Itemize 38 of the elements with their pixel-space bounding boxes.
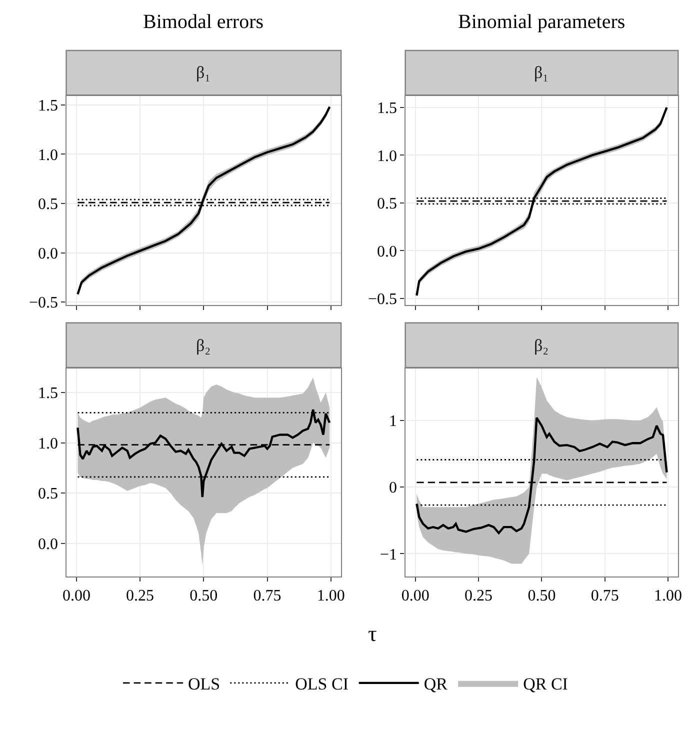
y-tick-label: 1.0 [377, 148, 398, 165]
y-tick-label: 1.5 [38, 385, 58, 402]
y-tick-label: 1.5 [38, 98, 58, 115]
x-tick-label: 1.00 [316, 588, 345, 605]
y-tick-label: 0 [389, 480, 398, 497]
x-tick-label: 0.25 [464, 588, 493, 605]
y-tick-label: −0.5 [368, 290, 398, 308]
x-tick-label: 1.00 [654, 588, 682, 605]
chart-subtitle: β₂ [196, 336, 211, 355]
y-tick-label: 1 [389, 413, 398, 430]
y-tick-label: 1.0 [38, 146, 58, 164]
x-tick-label: 0.50 [528, 588, 556, 605]
legend-label: OLS CI [295, 674, 349, 694]
x-tick-label: 0.75 [253, 588, 282, 605]
legend-label: QR CI [523, 674, 568, 694]
chart-subtitle: β₁ [534, 63, 549, 82]
y-tick-label: −1 [380, 546, 398, 564]
chart-subtitle: β₂ [534, 336, 549, 355]
y-tick-label: 0.0 [38, 536, 58, 553]
y-tick-label: −0.5 [28, 294, 58, 312]
x-tick-label: 0.75 [590, 588, 619, 605]
x-axis-title: τ [368, 621, 377, 646]
chart-title: Bimodal errors [143, 11, 264, 33]
y-tick-label: 0.0 [38, 245, 58, 262]
y-tick-label: 0.5 [38, 486, 58, 503]
x-tick-label: 0.00 [62, 588, 90, 605]
chart-subtitle: β₁ [196, 63, 211, 82]
y-tick-label: 0.5 [377, 196, 398, 213]
legend-label: OLS [188, 674, 220, 694]
legend-label: QR [424, 674, 448, 694]
y-tick-label: 1.0 [38, 435, 58, 452]
y-tick-label: 0.0 [377, 243, 398, 260]
x-tick-label: 0.00 [401, 588, 430, 605]
chart-title: Binomial parameters [458, 11, 626, 33]
y-tick-label: 1.5 [377, 100, 398, 118]
y-tick-label: 0.5 [38, 196, 58, 214]
x-tick-label: 0.50 [190, 588, 218, 605]
x-tick-label: 0.25 [126, 588, 154, 605]
